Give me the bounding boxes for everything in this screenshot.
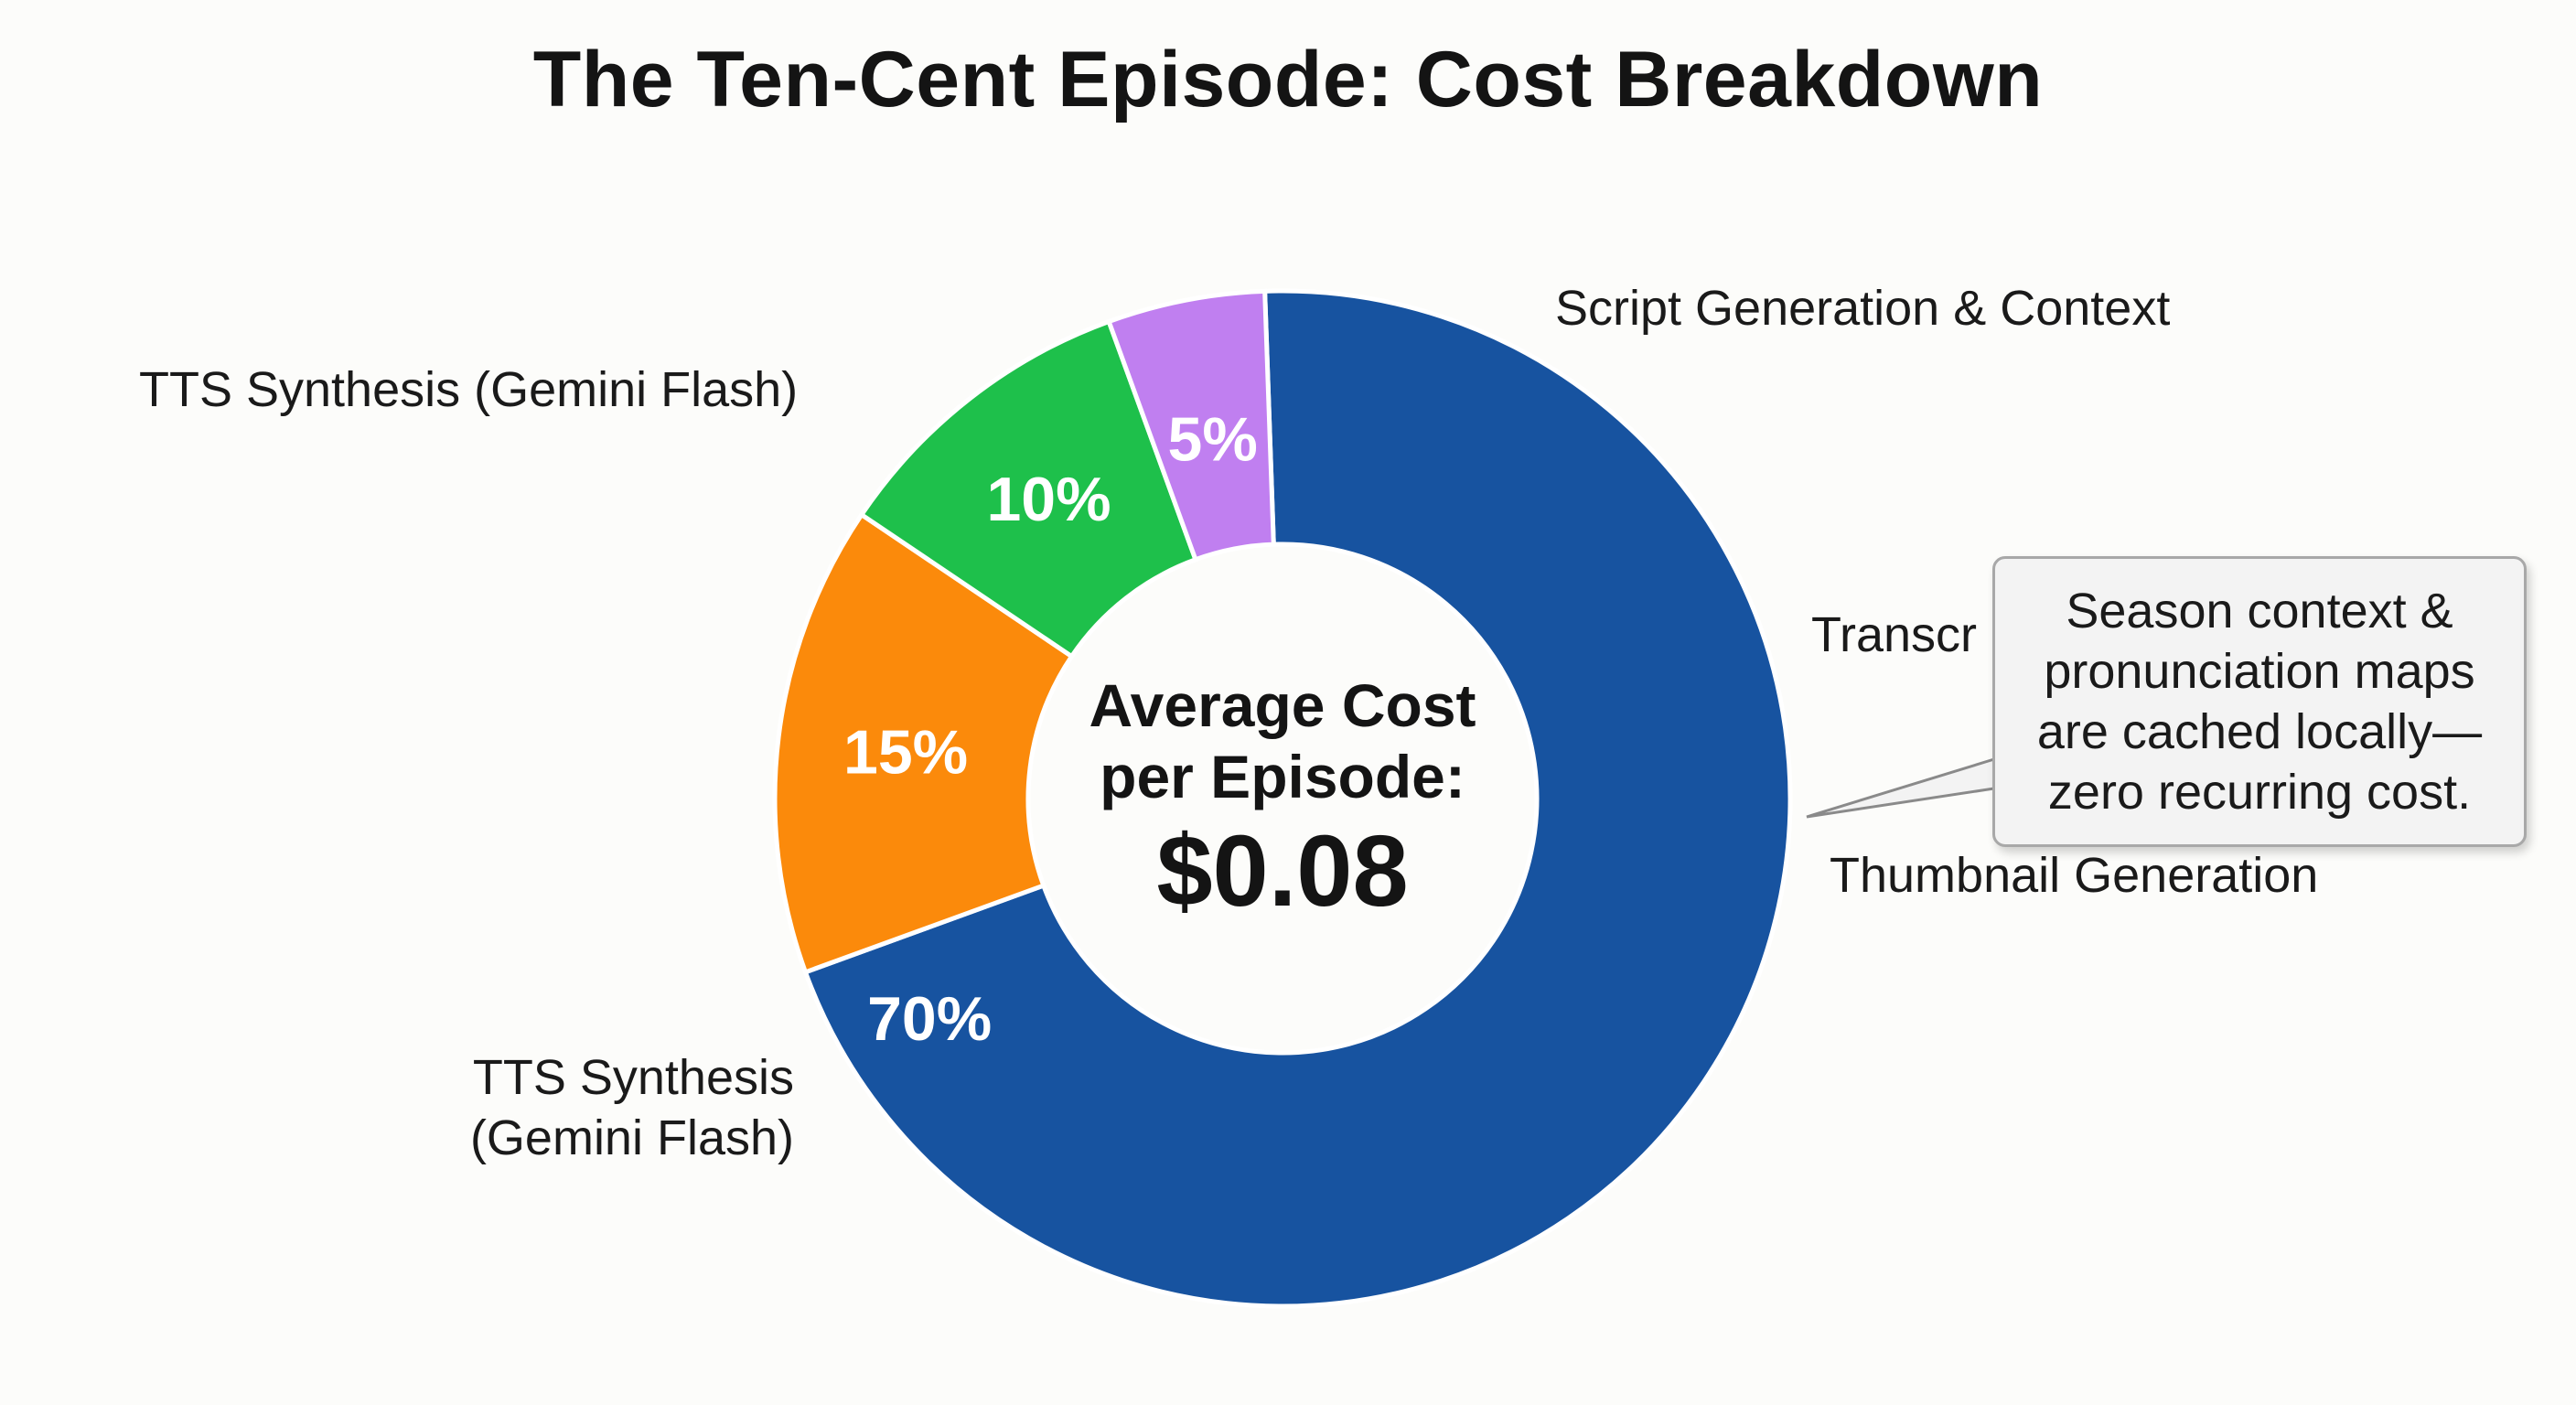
slice-3 bbox=[1105, 288, 1276, 563]
callout-annotation: Season context & pronunciation maps are … bbox=[1992, 556, 2527, 847]
donut-slices bbox=[772, 288, 1793, 1309]
label-tts-top: TTS Synthesis (Gemini Flash) bbox=[139, 362, 798, 417]
slice-value-label-1: 15% bbox=[843, 717, 968, 787]
chart-title: The Ten-Cent Episode: Cost Breakdown bbox=[532, 36, 2044, 123]
label-thumbnail-generation: Thumbnail Generation bbox=[1830, 848, 2318, 903]
slice-value-labels: 70% 15% 10% 5% bbox=[843, 404, 1258, 1054]
label-script-generation: Script Generation & Context bbox=[1555, 281, 2170, 336]
center-value: $0.08 bbox=[1156, 815, 1408, 928]
label-tts-bottom-line-1: TTS Synthesis bbox=[473, 1050, 794, 1105]
callout-pointer bbox=[1806, 756, 1996, 819]
slice-value-label-3: 5% bbox=[1168, 404, 1258, 474]
slice-2 bbox=[858, 318, 1199, 660]
center-caption-line-1: Average Cost bbox=[1089, 671, 1476, 739]
label-tts-bottom-line-2: (Gemini Flash) bbox=[470, 1110, 794, 1165]
center-caption-line-2: per Episode: bbox=[1100, 743, 1465, 810]
label-transcription: Transcr bbox=[1811, 607, 1977, 662]
callout-line-1: Season context & bbox=[2066, 584, 2453, 638]
callout-line-3: are cached locally— bbox=[2036, 704, 2483, 759]
slice-value-label-0: 70% bbox=[867, 984, 992, 1054]
slice-0 bbox=[802, 288, 1793, 1309]
callout-line-4: zero recurring cost. bbox=[2047, 765, 2472, 820]
callout-line-2: pronunciation maps bbox=[2044, 644, 2475, 699]
slice-1 bbox=[772, 511, 1075, 976]
slice-value-label-2: 10% bbox=[986, 465, 1111, 534]
